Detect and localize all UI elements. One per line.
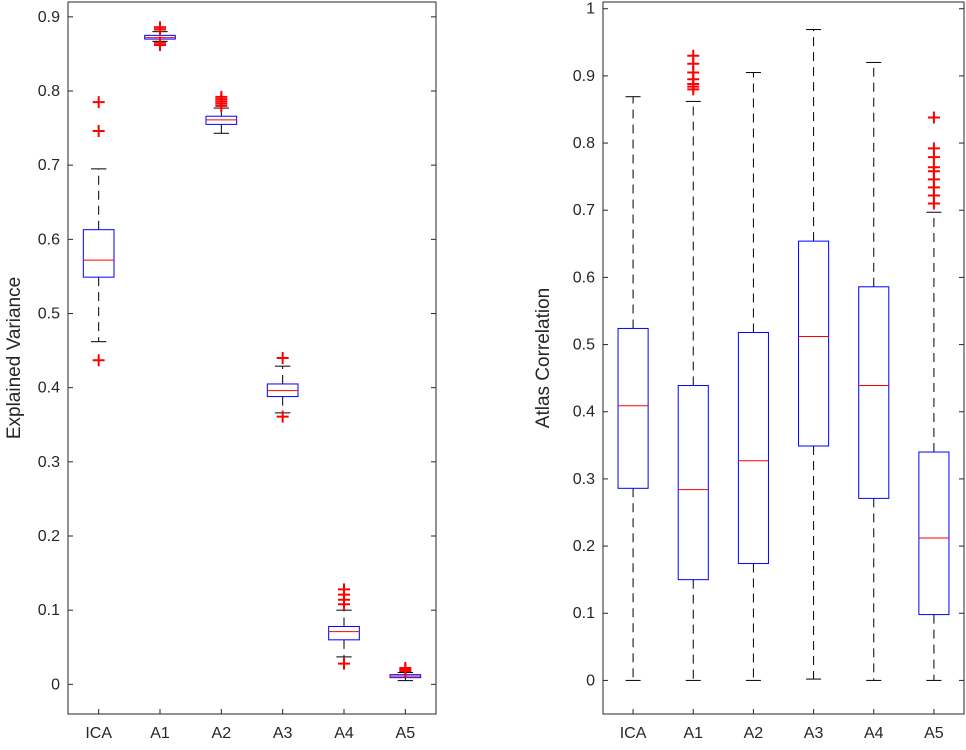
chart-1-outlier-ica: [92, 354, 105, 367]
chart-2-xtick-label-a3: A3: [804, 725, 824, 742]
chart-2-ytick-label: 0.8: [573, 135, 595, 152]
chart-1-outlier-a1: [154, 36, 166, 49]
chart-1-plot-area: [67, 1, 437, 715]
chart-1-outlier-a1: [154, 21, 166, 34]
chart-2-box-a3: [798, 240, 830, 447]
chart-2-ytick-label: 0.1: [573, 605, 595, 622]
chart-1-ylabel: Explained Variance: [4, 277, 25, 439]
chart-atlas-correlation: 0 0.1 0.2 0.3 0.4 0.5 0.6 0.7 0.8 0.9 1 Atlas Corre…: [533, 1, 965, 742]
chart-2-xtick-label-a4: A4: [864, 725, 884, 742]
chart-1-xtick-label-a4: A4: [334, 725, 354, 742]
chart-2-box-ica: [617, 327, 649, 489]
chart-2-outlier-a5: [927, 111, 940, 124]
chart-1-box-a4: [328, 625, 360, 641]
chart-2-box-a1: [677, 385, 709, 581]
chart-2-outlier-a5: [927, 142, 940, 155]
chart-2-plot-area: [602, 1, 965, 715]
chart-1-ytick-label: 0.2: [38, 528, 60, 545]
chart-1-ytick-label: 0.4: [38, 380, 60, 397]
chart-1-xtick-label-a1: A1: [150, 725, 170, 742]
chart-2-ytick-label: 1: [586, 1, 595, 18]
chart-1-ytick-label: 0.8: [38, 83, 60, 100]
chart-2-ytick-label: 0.5: [573, 337, 595, 354]
chart-2-ylabel: Atlas Correlation: [533, 288, 554, 428]
chart-2-outlier-a1: [687, 49, 700, 62]
chart-1-outlier-a2: [215, 90, 228, 103]
chart-1-xtick-label-a5: A5: [396, 725, 416, 742]
chart-1-ytick-label: 0.6: [38, 231, 60, 248]
chart-1-outlier-ica: [92, 125, 105, 138]
chart-2-ytick-label: 0.4: [573, 404, 595, 421]
chart-2-box-a4: [858, 286, 890, 499]
chart-1-xtick-label-a2: A2: [212, 725, 232, 742]
chart-1-outlier-a3: [276, 352, 289, 364]
chart-explained-variance: 0 0.1 0.2 0.3 0.4 0.5 0.6 0.7 0.8 0.9 Explained Va…: [4, 1, 437, 742]
chart-2-xtick-label-a1: A1: [683, 725, 703, 742]
chart-1-ytick-label: 0.9: [38, 9, 60, 26]
chart-1-ytick-label: 0.7: [38, 157, 60, 174]
chart-1-ytick-label: 0: [51, 676, 60, 693]
chart-1-outlier-a4: [338, 583, 350, 596]
chart-2-box-a2: [737, 331, 769, 565]
chart-2-xtick-label-a2: A2: [744, 725, 764, 742]
chart-1-outlier-a5: [399, 662, 412, 675]
chart-1-outlier-a3: [276, 410, 289, 423]
chart-1-ytick-label: 0.5: [38, 306, 60, 323]
chart-2-outlier-a5: [927, 161, 940, 174]
chart-1-ytick-label: 0.1: [38, 602, 60, 619]
chart-1-ytick-label: 0.3: [38, 454, 60, 471]
chart-2-ytick-label: 0.6: [573, 269, 595, 286]
chart-1-box-ica: [82, 229, 115, 278]
chart-2-ytick-label: 0.2: [573, 538, 595, 555]
chart-2-xtick-label-ica: ICA: [620, 725, 647, 742]
chart-2-ytick-label: 0: [586, 672, 595, 689]
chart-1-outlier-a4: [338, 657, 350, 670]
chart-2-xtick-label-a5: A5: [924, 725, 944, 742]
chart-2-ytick-label: 0.3: [573, 471, 595, 488]
chart-1-xtick-label-a3: A3: [273, 725, 293, 742]
chart-2-box-a5: [918, 451, 950, 616]
chart-1-outlier-ica: [92, 96, 105, 109]
chart-1-xtick-label-ica: ICA: [85, 725, 112, 742]
chart-2-ytick-label: 0.9: [573, 68, 595, 85]
chart-2-ytick-label: 0.7: [573, 202, 595, 219]
